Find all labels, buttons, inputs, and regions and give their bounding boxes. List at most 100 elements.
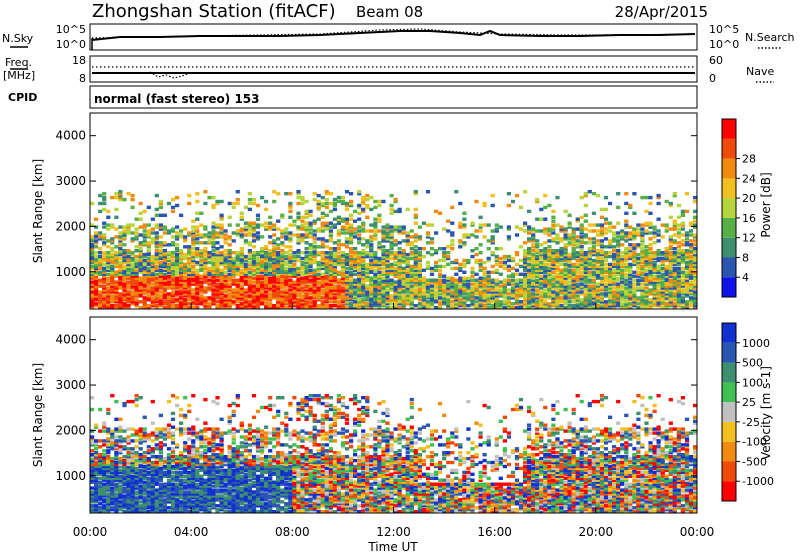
heatmap-cell [344,294,350,298]
heatmap-cell [90,258,95,263]
heatmap-cell [150,292,155,296]
heatmap-cell [571,272,576,276]
heatmap-cell [385,266,390,271]
heatmap-cell [591,304,596,308]
heatmap-cell [223,264,228,269]
heatmap-cell [357,282,362,286]
heatmap-cell [417,302,422,306]
heatmap-cell [328,221,333,225]
heatmap-cell [510,282,516,286]
heatmap-cell [146,278,151,282]
heatmap-cell [90,462,95,467]
heatmap-cell [110,304,115,308]
heatmap-cell [583,235,588,239]
heatmap-cell [328,247,333,251]
heatmap-cell [603,207,609,212]
heatmap-cell [535,197,540,202]
heatmap-cell [563,268,568,272]
heatmap-cell [328,262,333,267]
heatmap-cell [563,247,568,251]
nsearch-label: N.Search [745,31,795,44]
heatmap-cell [134,249,139,253]
heatmap-cell [211,249,216,253]
heatmap-cell [320,243,325,247]
heatmap-cell [575,296,580,300]
heatmap-cell [425,300,431,304]
heatmap-cell [288,205,293,210]
heatmap-cell [579,292,584,296]
heatmap-cell [494,282,499,286]
heatmap-cell [361,290,366,294]
heatmap-cell [94,498,99,502]
heatmap-cell [369,284,374,288]
heatmap-cell [393,306,398,310]
heatmap-cell [219,215,224,219]
heatmap-cell [308,306,313,310]
heatmap-cell [195,260,200,265]
heatmap-cell [506,237,511,241]
heatmap-cell [656,288,661,292]
heatmap-cell [429,280,435,284]
heatmap-cell [648,270,653,274]
heatmap-cell [514,193,520,198]
heatmap-cell [523,286,528,290]
heatmap-cell [296,274,301,278]
heatmap-cell [215,278,220,282]
heatmap-cell [227,286,232,290]
heatmap-cell [632,296,637,300]
heatmap-cell [405,252,410,257]
heatmap-cell [118,490,123,494]
heatmap-cell [90,223,95,227]
heatmap-cell [106,239,111,243]
heatmap-cell [357,211,362,215]
heatmap-cell [583,270,588,274]
heatmap-cell [154,235,159,239]
heatmap-cell [636,286,641,290]
heatmap-cell [260,252,265,257]
heatmap-cell [203,262,208,267]
heatmap-cell [122,254,127,259]
heatmap-cell [389,245,394,249]
heatmap-cell [110,490,115,494]
heatmap-cell [551,302,556,306]
heatmap-cell [579,231,584,235]
heatmap-cell [664,280,669,284]
heatmap-cell [90,302,95,306]
heatmap-cell [110,290,115,294]
heatmap-cell [264,199,269,204]
heatmap-cell [146,282,151,286]
heatmap-cell [357,217,362,221]
heatmap-cell [421,298,426,302]
heatmap-cell [90,453,95,457]
heatmap-cell [146,243,151,247]
heatmap-cell [349,290,354,294]
heatmap-cell [591,290,596,294]
heatmap-cell [632,229,637,233]
heatmap-cell [381,266,386,271]
heatmap-cell [644,294,649,298]
heatmap-cell [90,460,95,465]
heatmap-cell [296,235,301,239]
heatmap-cell [288,258,293,263]
heatmap-cell [628,298,633,302]
heatmap-cell [191,270,196,274]
heatmap-cell [251,270,257,274]
heatmap-cell [502,294,507,298]
heatmap-cell [280,266,285,271]
heatmap-cell [324,290,329,294]
heatmap-cell [170,276,176,280]
heatmap-cell [450,266,455,271]
heatmap-cell [150,282,155,286]
heatmap-cell [361,272,366,276]
heatmap-cell [280,278,285,282]
heatmap-cell [98,439,103,443]
heatmap-cell [162,251,167,255]
heatmap-cell [251,201,257,206]
heatmap-cell [599,241,605,245]
heatmap-cell [527,296,532,300]
beam-label: Beam 08 [356,3,423,21]
heatmap-cell [603,227,609,231]
heatmap-cell [656,276,661,280]
heatmap-cell [158,213,163,217]
heatmap-cell [397,280,402,284]
